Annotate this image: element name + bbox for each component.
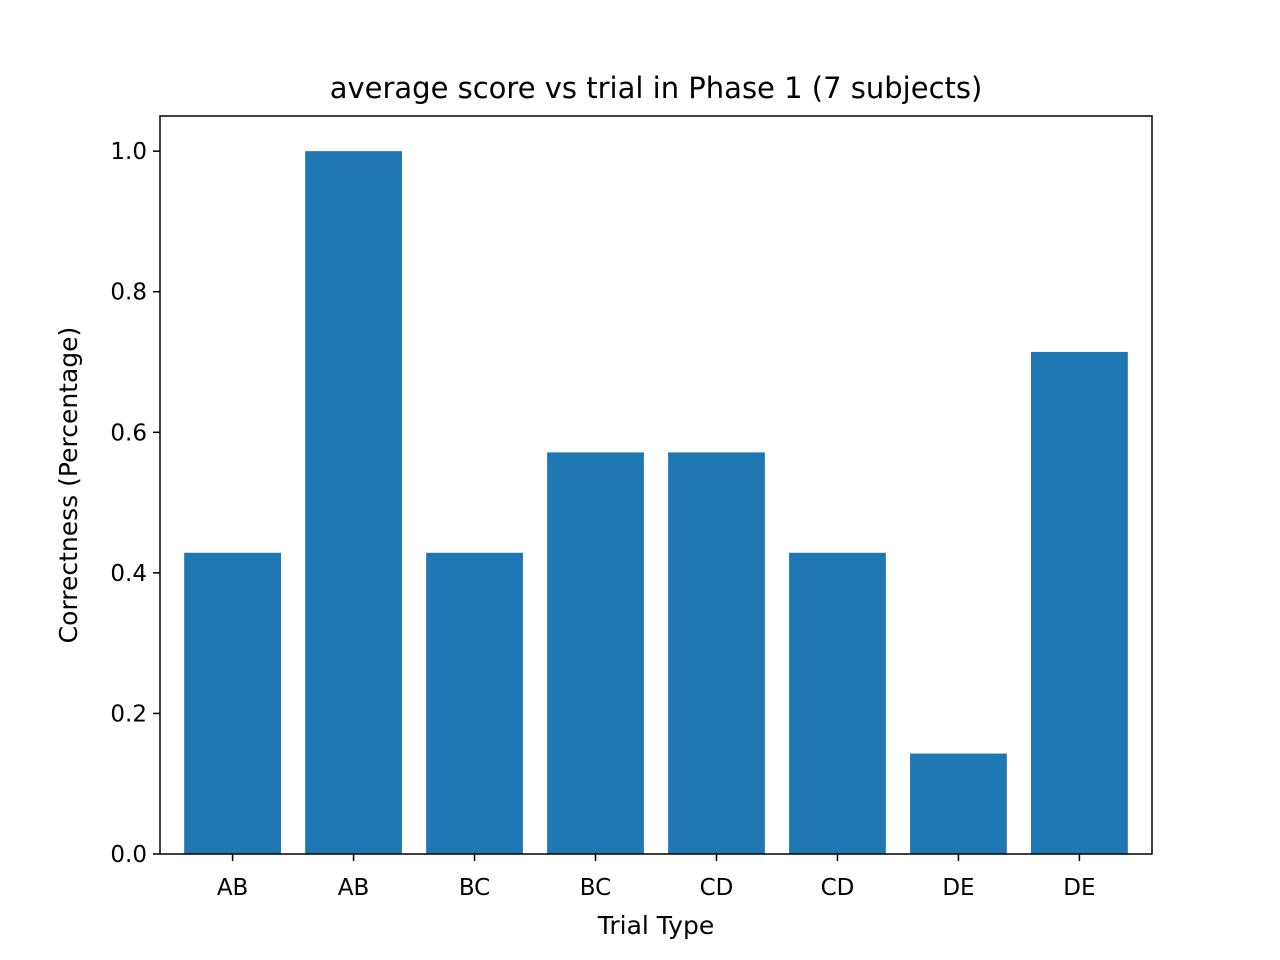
x-tick-label-3: BC bbox=[580, 875, 611, 901]
x-tick-label-6: DE bbox=[942, 875, 974, 901]
x-tick-label-0: AB bbox=[217, 875, 249, 901]
y-axis-label: Correctness (Percentage) bbox=[54, 327, 83, 644]
plot-area-frame bbox=[159, 115, 1153, 855]
y-tick-label-4: 0.8 bbox=[110, 280, 147, 306]
bar-7 bbox=[1031, 351, 1128, 854]
bar-0 bbox=[184, 552, 281, 854]
bar-2 bbox=[426, 552, 523, 854]
x-axis-label: Trial Type bbox=[597, 911, 714, 940]
bar-1 bbox=[305, 151, 402, 855]
bar-4 bbox=[668, 452, 765, 854]
x-tick-label-2: BC bbox=[459, 875, 490, 901]
y-tick-label-2: 0.4 bbox=[110, 561, 147, 587]
x-tick-label-7: DE bbox=[1063, 875, 1095, 901]
bars-group bbox=[184, 151, 1128, 855]
bar-3 bbox=[547, 452, 644, 854]
y-tick-label-0: 0.0 bbox=[110, 842, 147, 868]
y-tick-label-5: 1.0 bbox=[110, 139, 147, 165]
y-axis-ticks: 0.0 0.2 0.4 0.6 0.8 1.0 bbox=[110, 139, 160, 868]
x-tick-label-4: CD bbox=[700, 875, 734, 901]
y-tick-label-3: 0.6 bbox=[110, 420, 147, 446]
y-tick-label-1: 0.2 bbox=[110, 701, 147, 727]
x-tick-label-1: AB bbox=[338, 875, 370, 901]
x-axis-ticks: AB AB BC BC CD CD DE DE bbox=[217, 854, 1096, 901]
chart-title: average score vs trial in Phase 1 (7 sub… bbox=[330, 71, 983, 105]
bar-6 bbox=[910, 753, 1007, 854]
bar-5 bbox=[789, 552, 886, 854]
x-tick-label-5: CD bbox=[821, 875, 855, 901]
